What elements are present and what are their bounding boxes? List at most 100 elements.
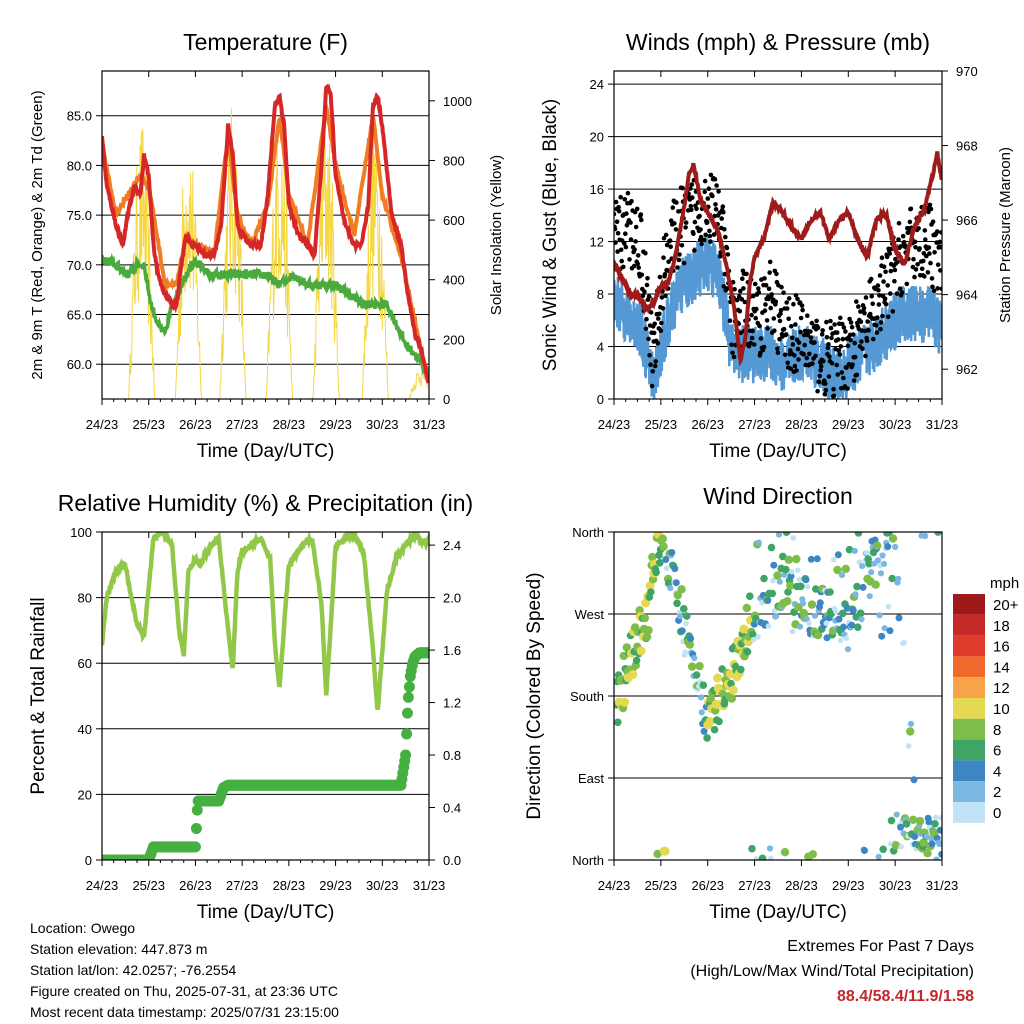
extremes-values: 88.4/58.4/11.9/1.58 bbox=[836, 988, 974, 1005]
x-tick-label: 30/23 bbox=[879, 878, 912, 893]
direction-point bbox=[888, 534, 898, 543]
direction-point bbox=[844, 646, 852, 653]
gust-point bbox=[773, 299, 779, 305]
gust-point bbox=[643, 326, 649, 332]
chart-title: Temperature (F) bbox=[183, 29, 348, 55]
gust-point bbox=[821, 359, 826, 364]
gust-point bbox=[915, 262, 920, 267]
direction-point bbox=[779, 552, 787, 561]
y2-tick-label: 1.2 bbox=[443, 696, 461, 711]
gust-point bbox=[771, 316, 777, 321]
direction-point bbox=[875, 853, 882, 860]
direction-point bbox=[665, 579, 673, 587]
gust-point bbox=[781, 290, 786, 296]
gust-point bbox=[698, 234, 704, 240]
direction-point bbox=[879, 552, 886, 559]
direction-point bbox=[698, 709, 705, 716]
gust-point bbox=[638, 212, 644, 217]
direction-point bbox=[636, 646, 646, 656]
direction-point bbox=[620, 697, 630, 707]
gust-point bbox=[819, 332, 825, 337]
gust-point bbox=[820, 328, 825, 333]
direction-point bbox=[859, 583, 867, 591]
gust-point bbox=[845, 386, 850, 391]
direction-point bbox=[833, 565, 842, 575]
gust-point bbox=[839, 370, 845, 375]
gust-point bbox=[838, 344, 844, 349]
direction-point bbox=[668, 549, 676, 556]
direction-point bbox=[936, 826, 942, 834]
direction-point bbox=[685, 640, 694, 649]
direction-point bbox=[750, 636, 757, 643]
x-tick-label: 28/23 bbox=[785, 417, 818, 432]
y2-tick-label: 2.4 bbox=[443, 538, 461, 553]
precip-point bbox=[190, 823, 202, 834]
gust-point bbox=[835, 337, 841, 342]
direction-point bbox=[892, 543, 899, 551]
direction-point bbox=[780, 848, 790, 857]
x-tick-label: 24/23 bbox=[598, 878, 631, 893]
y2-tick-label: 600 bbox=[443, 213, 465, 228]
gust-point bbox=[652, 321, 657, 327]
gust-point bbox=[790, 335, 795, 341]
direction-point bbox=[673, 599, 681, 608]
gust-point bbox=[913, 245, 918, 250]
direction-point bbox=[936, 840, 942, 848]
gust-point bbox=[854, 372, 860, 378]
gust-point bbox=[642, 289, 647, 294]
station-info: Location: Owego Station elevation: 447.8… bbox=[30, 918, 339, 1023]
gust-point bbox=[632, 247, 637, 252]
x-axis-label: Time (Day/UTC) bbox=[197, 902, 335, 923]
direction-point bbox=[782, 532, 791, 536]
gust-point bbox=[927, 202, 933, 208]
x-tick-label: 26/23 bbox=[691, 417, 724, 432]
gust-point bbox=[666, 259, 671, 265]
gust-point bbox=[719, 216, 724, 221]
gust-point bbox=[825, 345, 831, 351]
precip-point bbox=[403, 681, 415, 693]
direction-point bbox=[886, 627, 894, 635]
gust-point bbox=[869, 293, 874, 299]
x-tick-label: 26/23 bbox=[691, 878, 724, 893]
gust-point bbox=[815, 388, 820, 394]
legend-swatch bbox=[953, 718, 985, 740]
gust-point bbox=[670, 205, 676, 210]
legend-label: 20+ bbox=[993, 597, 1019, 614]
gust-point bbox=[817, 373, 822, 379]
direction-point bbox=[848, 621, 856, 629]
direction-point bbox=[632, 656, 641, 665]
y-tick-label: 85.0 bbox=[67, 109, 92, 124]
gust-point bbox=[829, 360, 835, 366]
y-tick-label: 0 bbox=[597, 392, 604, 407]
gust-point bbox=[748, 340, 753, 346]
direction-point bbox=[796, 576, 803, 583]
y-tick-label: 4 bbox=[597, 340, 604, 355]
gust-point bbox=[648, 362, 653, 368]
gust-point bbox=[864, 338, 870, 344]
direction-point bbox=[854, 623, 862, 631]
gust-point bbox=[938, 244, 942, 250]
direction-point bbox=[672, 579, 680, 587]
gust-point bbox=[769, 292, 774, 297]
gust-point bbox=[818, 363, 824, 369]
gust-point bbox=[722, 227, 727, 232]
gust-point bbox=[858, 319, 864, 325]
gust-point bbox=[908, 206, 914, 212]
chart-title: Wind Direction bbox=[703, 483, 853, 509]
y-tick-label: 16 bbox=[590, 182, 604, 197]
direction-point bbox=[880, 560, 888, 568]
gust-point bbox=[848, 337, 853, 343]
direction-point bbox=[663, 565, 670, 572]
y-tick-label: 0 bbox=[85, 853, 92, 868]
gust-point bbox=[717, 254, 723, 259]
direction-point bbox=[861, 847, 868, 854]
direction-point bbox=[879, 845, 887, 854]
direction-point bbox=[727, 679, 735, 688]
gust-point bbox=[878, 320, 884, 325]
plot-area bbox=[614, 151, 942, 399]
gust-point bbox=[877, 273, 883, 278]
gust-point bbox=[926, 209, 931, 215]
precip-point bbox=[189, 841, 201, 853]
gust-point bbox=[808, 335, 814, 340]
direction-point bbox=[837, 637, 844, 644]
